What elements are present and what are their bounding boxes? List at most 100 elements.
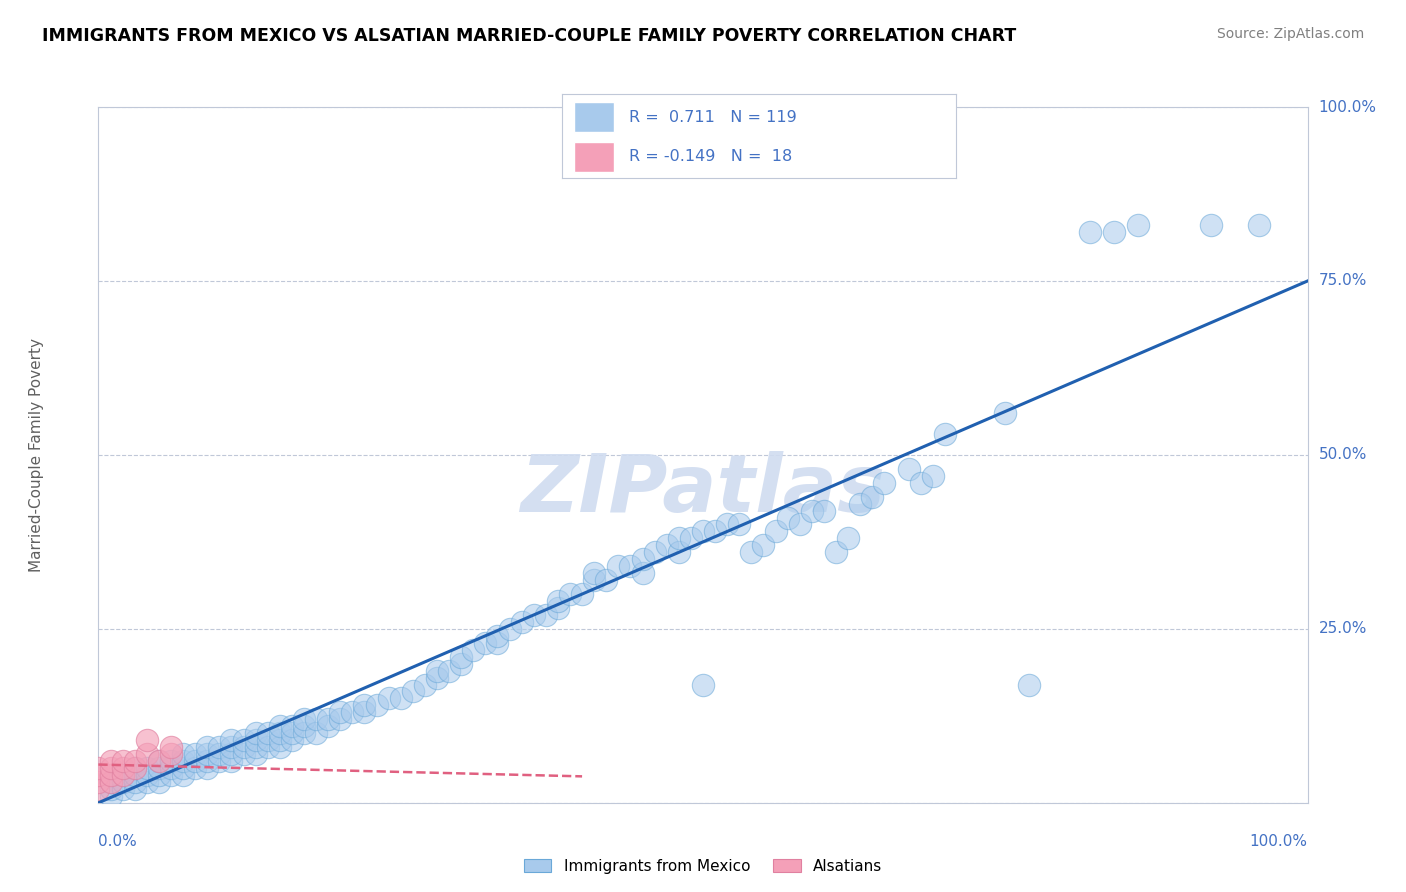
Point	[160, 761, 183, 775]
Point	[281, 733, 304, 747]
Point	[644, 545, 666, 559]
Point	[752, 538, 775, 552]
Point	[897, 462, 920, 476]
Point	[124, 761, 146, 775]
Point	[329, 706, 352, 720]
Point	[523, 607, 546, 622]
Point	[789, 517, 811, 532]
Text: Source: ZipAtlas.com: Source: ZipAtlas.com	[1216, 27, 1364, 41]
Point	[221, 733, 243, 747]
Point	[148, 768, 170, 782]
Point	[631, 566, 654, 581]
Point	[547, 601, 569, 615]
Point	[245, 747, 267, 761]
Text: 0.0%: 0.0%	[98, 834, 138, 849]
Point	[111, 761, 134, 775]
Point	[316, 719, 339, 733]
Point	[377, 691, 399, 706]
Point	[329, 712, 352, 726]
Point	[160, 747, 183, 761]
Point	[135, 768, 157, 782]
Point	[245, 726, 267, 740]
Point	[510, 615, 533, 629]
Point	[305, 726, 328, 740]
Point	[426, 664, 449, 678]
Point	[765, 524, 787, 539]
Point	[413, 677, 436, 691]
Point	[100, 781, 122, 796]
Text: 100.0%: 100.0%	[1250, 834, 1308, 849]
Point	[353, 698, 375, 713]
Point	[450, 657, 472, 671]
Text: 50.0%: 50.0%	[1319, 448, 1367, 462]
Point	[111, 768, 134, 782]
Point	[256, 733, 278, 747]
Point	[813, 503, 835, 517]
Point	[148, 754, 170, 768]
Point	[111, 775, 134, 789]
Point	[269, 733, 291, 747]
Point	[1102, 225, 1125, 239]
Point	[221, 754, 243, 768]
Point	[1018, 677, 1040, 691]
Point	[486, 636, 509, 650]
Point	[172, 761, 194, 775]
Point	[486, 629, 509, 643]
Point	[1128, 219, 1150, 233]
Point	[389, 691, 412, 706]
Bar	[574, 103, 613, 132]
Point	[716, 517, 738, 532]
Point	[100, 775, 122, 789]
Point	[208, 747, 231, 761]
Point	[172, 768, 194, 782]
Point	[124, 768, 146, 782]
Point	[607, 559, 630, 574]
Point	[195, 740, 218, 755]
Point	[1249, 219, 1271, 233]
Point	[316, 712, 339, 726]
Point	[292, 719, 315, 733]
Point	[668, 532, 690, 546]
Text: R =  0.711   N = 119: R = 0.711 N = 119	[630, 110, 797, 125]
Point	[245, 733, 267, 747]
Point	[208, 740, 231, 755]
Point	[184, 761, 207, 775]
Point	[631, 552, 654, 566]
Point	[837, 532, 859, 546]
Point	[873, 475, 896, 490]
Text: 25.0%: 25.0%	[1319, 622, 1367, 636]
Point	[281, 726, 304, 740]
Point	[474, 636, 496, 650]
Point	[148, 775, 170, 789]
Point	[87, 761, 110, 775]
Text: 75.0%: 75.0%	[1319, 274, 1367, 288]
Point	[571, 587, 593, 601]
Point	[776, 510, 799, 524]
Point	[305, 712, 328, 726]
Point	[111, 781, 134, 796]
Point	[583, 566, 606, 581]
Point	[195, 761, 218, 775]
Point	[160, 754, 183, 768]
Point	[728, 517, 751, 532]
Point	[232, 740, 254, 755]
Point	[668, 545, 690, 559]
Point	[1078, 225, 1101, 239]
Point	[849, 497, 872, 511]
Point	[498, 622, 520, 636]
Point	[100, 761, 122, 775]
Point	[245, 740, 267, 755]
Point	[160, 768, 183, 782]
Point	[256, 740, 278, 755]
Point	[232, 733, 254, 747]
Point	[269, 740, 291, 755]
Point	[184, 754, 207, 768]
Point	[655, 538, 678, 552]
Point	[111, 754, 134, 768]
Point	[534, 607, 557, 622]
Point	[87, 768, 110, 782]
Point	[135, 775, 157, 789]
Point	[111, 768, 134, 782]
Point	[825, 545, 848, 559]
Point	[221, 747, 243, 761]
